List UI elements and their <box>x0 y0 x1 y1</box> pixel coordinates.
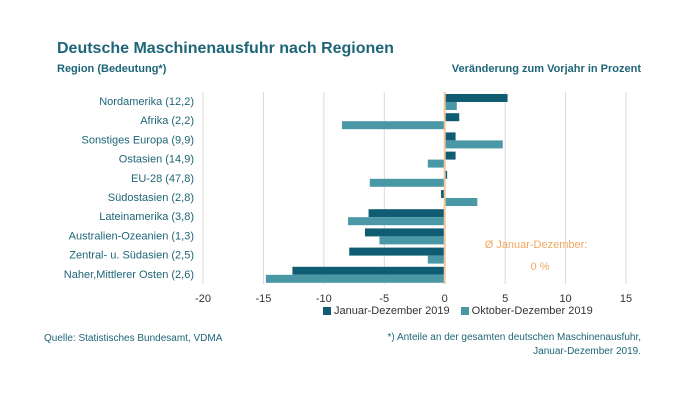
bar-okt-dez-5 <box>444 198 478 206</box>
footnote: *) Anteile an der gesamten deutschen Mas… <box>341 331 642 359</box>
bar-jan-dez-6 <box>368 209 445 218</box>
region-axis-heading: Region (Bedeutung*) <box>57 63 167 75</box>
bar-jan-dez-2 <box>444 132 456 141</box>
average-annotation-label: Ø Januar-Dezember: <box>485 239 588 251</box>
bar-okt-dez-2 <box>444 140 503 149</box>
footnote-line-2: Januar-Dezember 2019. <box>533 346 641 357</box>
value-axis-heading: Veränderung zum Vorjahr in Prozent <box>451 63 641 75</box>
category-label: Zentral- u. Südasien (2,5) <box>69 250 194 262</box>
category-labels: Nordamerika (12,2) Afrika (2,2) Sonstiges … <box>64 96 194 281</box>
x-tick-label: -5 <box>379 293 389 305</box>
bar-jan-dez-0 <box>444 94 508 102</box>
average-annotation-value: 0 % <box>531 261 550 273</box>
legend-label-series-1: Januar-Dezember 2019 <box>334 305 450 317</box>
bar-okt-dez-9 <box>265 274 445 283</box>
bar-okt-dez-6 <box>348 217 445 226</box>
x-tick-label: -20 <box>195 293 211 305</box>
legend-swatch-series-1 <box>323 307 331 316</box>
x-tick-label: 5 <box>502 293 508 305</box>
category-label: Südostasien (2,8) <box>108 192 194 204</box>
bar-okt-dez-4 <box>369 178 445 187</box>
bar-jan-dez-7 <box>364 228 445 237</box>
bar-okt-dez-3 <box>427 159 445 168</box>
bar-jan-dez-4 <box>444 170 448 179</box>
legend-label-series-2: Oktober-Dezember 2019 <box>471 305 593 317</box>
bar-jan-dez-8 <box>349 247 445 256</box>
category-label: Ostasien (14,9) <box>119 154 194 166</box>
category-label: Naher,Mittlerer Osten (2,6) <box>64 269 194 281</box>
bar-jan-dez-9 <box>292 266 445 275</box>
category-label: Australien-Ozeanien (1,3) <box>69 230 194 242</box>
x-tick-label: -15 <box>255 293 271 305</box>
legend-item-series-1: Januar-Dezember 2019 <box>323 305 453 317</box>
legend-item-series-2: Oktober-Dezember 2019 <box>460 305 593 317</box>
x-tick-label: -10 <box>316 293 332 305</box>
x-tick-label: 0 <box>442 293 448 305</box>
bar-okt-dez-0 <box>444 102 457 110</box>
category-label: Lateinamerika (3,8) <box>99 211 194 223</box>
category-label: Nordamerika (12,2) <box>99 96 194 108</box>
x-tick-label: 10 <box>559 293 571 305</box>
category-label: EU-28 (47,8) <box>131 173 194 185</box>
bar-jan-dez-1 <box>444 113 460 122</box>
bar-jan-dez-3 <box>444 151 456 160</box>
bar-jan-dez-5 <box>441 190 445 198</box>
x-tick-labels: -20 -15 -10 -5 0 5 10 15 <box>195 293 632 305</box>
category-label: Afrika (2,2) <box>140 115 194 127</box>
legend-swatch-series-2 <box>460 307 469 316</box>
bar-okt-dez-1 <box>341 121 445 130</box>
x-tick-label: 15 <box>620 293 632 305</box>
category-label: Sonstiges Europa (9,9) <box>81 134 194 146</box>
source-note: Quelle: Statistisches Bundesamt, VDMA <box>44 333 223 344</box>
footnote-line-1: *) Anteile an der gesamten deutschen Mas… <box>387 332 642 343</box>
bars <box>265 94 508 283</box>
bar-okt-dez-7 <box>379 236 445 245</box>
chart-title: Deutsche Maschinenausfuhr nach Regionen <box>57 40 394 57</box>
bar-okt-dez-8 <box>427 255 445 264</box>
legend: Januar-Dezember 2019 Oktober-Dezember 20… <box>323 305 593 317</box>
